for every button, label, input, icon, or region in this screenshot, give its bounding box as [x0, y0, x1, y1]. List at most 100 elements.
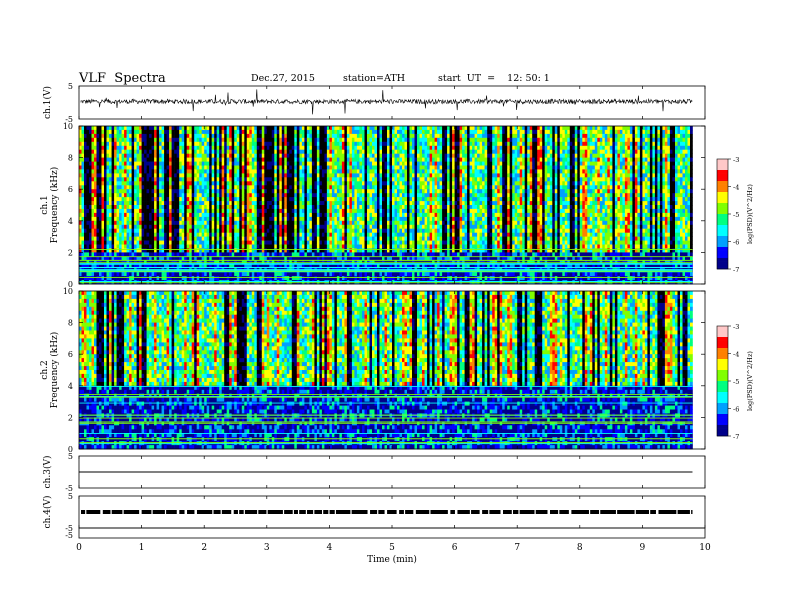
spectrogram-cell [229, 241, 232, 245]
spectrogram-cell [324, 138, 327, 142]
spectrogram-cell [375, 205, 378, 209]
spectrogram-cell [89, 150, 92, 154]
spectrogram-cell [157, 134, 160, 138]
spectrogram-cell [312, 225, 315, 229]
spectrogram-cell [239, 158, 242, 162]
spectrogram-cell [294, 213, 297, 217]
spectrogram-cell [157, 146, 160, 150]
spectrogram-cell [132, 126, 135, 130]
spectrogram-cell [327, 229, 330, 233]
spectrogram-cell [334, 181, 337, 185]
spectrogram-cell [169, 248, 172, 252]
spectrogram-cell [344, 225, 347, 229]
spectrogram-cell [362, 162, 365, 166]
spectrogram-cell [132, 221, 135, 225]
spectrogram-cell [294, 134, 297, 138]
spectrogram-cell [289, 185, 292, 189]
spectrogram-cell [282, 241, 285, 245]
spectrogram-cell [84, 213, 87, 217]
spectrogram-cell [349, 213, 352, 217]
spectrogram-cell [269, 189, 272, 193]
spectrogram-cell [317, 205, 320, 209]
spectrogram-cell [154, 229, 157, 233]
spectrogram-cell [97, 134, 100, 138]
spectrogram-cell [337, 205, 340, 209]
spectrogram-cell [354, 248, 357, 252]
spectrogram-cell [284, 197, 287, 201]
spectrogram-cell [159, 237, 162, 241]
spectrogram-cell [327, 185, 330, 189]
spectrogram-cell [119, 134, 122, 138]
spectrogram-cell [327, 201, 330, 205]
spectrogram-cell [147, 189, 150, 193]
spectrogram-cell [362, 189, 365, 193]
spectrogram-cell [232, 233, 235, 237]
spectrogram-cell [234, 213, 237, 217]
spectrogram-cell [317, 217, 320, 221]
spectrogram-cell [387, 233, 390, 237]
spectrogram-cell [217, 154, 220, 158]
spectrogram-cell [97, 126, 100, 130]
spectrogram-cell [92, 229, 95, 233]
spectrogram-cell [244, 138, 247, 142]
spectrogram-cell [324, 142, 327, 146]
spectrogram-cell [157, 150, 160, 154]
spectrogram-cell [204, 229, 207, 233]
spectrogram-cell [279, 177, 282, 181]
spectrogram-cell [352, 189, 355, 193]
spectrogram-cell [292, 248, 295, 252]
spectrogram-cell [375, 225, 378, 229]
spectrogram-cell [209, 205, 212, 209]
spectrogram-cell [247, 146, 250, 150]
spectrogram-cell [204, 233, 207, 237]
spectrogram-cell [297, 166, 300, 170]
spectrogram-cell [252, 237, 255, 241]
spectrogram-cell [262, 185, 265, 189]
spectrogram-cell [232, 142, 235, 146]
spectrogram-cell [272, 177, 275, 181]
spectrogram-cell [164, 241, 167, 245]
spectrogram-cell [137, 209, 140, 213]
spectrogram-cell [385, 276, 388, 280]
spectrogram-cell [189, 189, 192, 193]
spectrogram-cell [294, 197, 297, 201]
spectrogram-cell [139, 276, 142, 280]
spectrogram-cell [157, 126, 160, 130]
spectrogram-cell [262, 225, 265, 229]
spectrogram-cell [222, 162, 225, 166]
spectrogram-cell [302, 154, 305, 158]
spectrogram-cell [319, 130, 322, 134]
spectrogram-cell [117, 158, 120, 162]
spectrogram-cell [184, 150, 187, 154]
spectrogram-cell [214, 138, 217, 142]
spectrogram-cell [149, 197, 152, 201]
spectrogram-cell [119, 245, 122, 249]
spectrogram-cell [137, 158, 140, 162]
spectrogram-cell [292, 217, 295, 221]
spectrogram-cell [124, 233, 127, 237]
spectrogram-cell [187, 146, 190, 150]
spectrogram-cell [112, 233, 115, 237]
spectrogram-cell [84, 185, 87, 189]
spectrogram-cell [84, 193, 87, 197]
spectrogram-cell [267, 173, 270, 177]
spectrogram-cell [139, 237, 142, 241]
spectrogram-cell [322, 138, 325, 142]
spectrogram-cell [249, 245, 252, 249]
spectrogram-cell [247, 209, 250, 213]
spectrogram-cell [134, 177, 137, 181]
spectrogram-cell [214, 134, 217, 138]
spectrogram-cell [259, 197, 262, 201]
spectrogram-cell [324, 252, 327, 256]
spectrogram-cell [114, 252, 117, 256]
spectrogram-cell [257, 221, 260, 225]
spectrogram-cell [119, 154, 122, 158]
spectrogram-cell [97, 217, 100, 221]
spectrogram-cell [294, 248, 297, 252]
spectrogram-cell [157, 248, 160, 252]
spectrogram-cell [307, 166, 310, 170]
spectrogram-cell [139, 241, 142, 245]
spectrogram-cell [167, 272, 170, 276]
spectrogram-cell [179, 225, 182, 229]
spectrogram-cell [209, 142, 212, 146]
